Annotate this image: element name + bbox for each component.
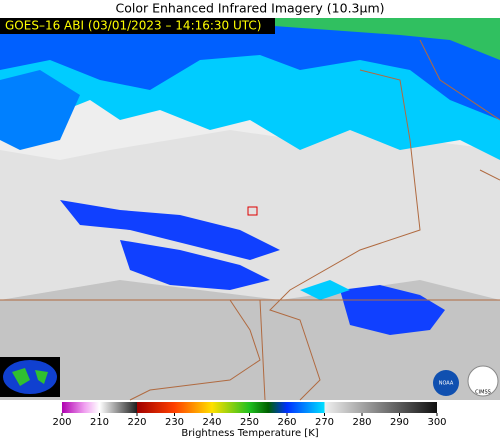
tick-label: 290 xyxy=(390,417,409,428)
tick-label: 270 xyxy=(315,417,334,428)
tick-label: 210 xyxy=(90,417,109,428)
timestamp: GOES–16 ABI (03/01/2023 – 14:16:30 UTC) xyxy=(5,19,261,33)
satellite-image xyxy=(0,18,500,401)
tick-label: 300 xyxy=(427,417,446,428)
tick-label: 220 xyxy=(127,417,146,428)
colorbar-ticks: 200 210 220 230 240 250 260 270 280 290 300 xyxy=(52,413,447,428)
colorbar xyxy=(62,402,437,413)
tick-label: 200 xyxy=(52,417,71,428)
timestamp-box xyxy=(0,18,275,34)
institute-name: CIMSS xyxy=(475,390,491,396)
agency-name: NOAA xyxy=(439,381,454,387)
globe xyxy=(3,360,57,394)
tick-label: 260 xyxy=(277,417,296,428)
title: Color Enhanced Infrared Imagery (10.3μm) xyxy=(115,1,384,16)
tick-label: 280 xyxy=(352,417,371,428)
tick-label: 240 xyxy=(202,417,221,428)
tick-label: 250 xyxy=(240,417,259,428)
tick-label: 230 xyxy=(165,417,184,428)
colorbar-label: Brightness Temperature [K] xyxy=(181,428,318,438)
globe-land xyxy=(12,368,48,386)
agency-logo xyxy=(433,370,459,396)
institute-logo xyxy=(467,365,499,397)
